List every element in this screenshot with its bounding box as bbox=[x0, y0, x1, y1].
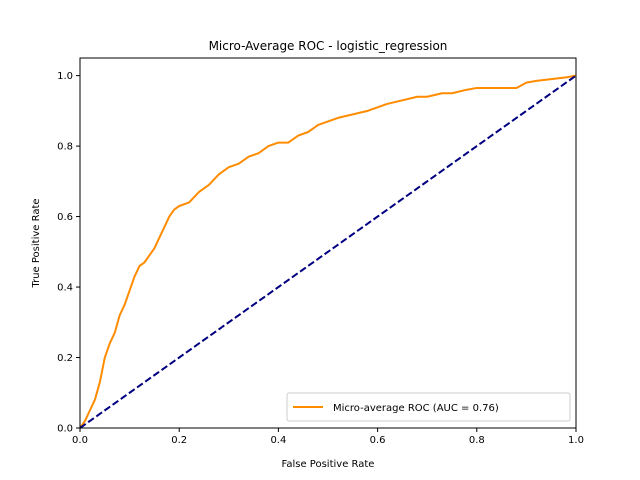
x-tick-label: 0.8 bbox=[469, 435, 485, 446]
x-tick-label: 1.0 bbox=[568, 435, 584, 446]
legend-box bbox=[286, 392, 571, 422]
x-tick-label: 0.4 bbox=[270, 435, 286, 446]
x-tick-label: 0.6 bbox=[370, 435, 386, 446]
chart-title: Micro-Average ROC - logistic_regression bbox=[209, 39, 448, 53]
legend-label-roc: Micro-average ROC (AUC = 0.76) bbox=[333, 403, 499, 414]
axis-ticks: 0.0 0.2 0.4 0.6 0.8 1.0 0.0 0.2 0.4 0.6 0.8 1.0 bbox=[57, 71, 584, 446]
axes-frame bbox=[79, 57, 577, 429]
y-tick-label: 0.2 bbox=[57, 353, 73, 364]
x-tick-label: 0.2 bbox=[171, 435, 187, 446]
y-tick-label: 0.8 bbox=[57, 142, 73, 153]
x-axis-label: False Positive Rate bbox=[282, 459, 375, 470]
y-tick-label: 1.0 bbox=[57, 71, 73, 82]
legend: Micro-average ROC (AUC = 0.76) bbox=[286, 392, 571, 422]
y-tick-label: 0.6 bbox=[57, 212, 73, 223]
y-tick-label: 0.0 bbox=[57, 424, 73, 435]
y-tick-label: 0.4 bbox=[57, 283, 73, 294]
y-axis-label: True Positive Rate bbox=[31, 198, 42, 288]
roc-curve-line bbox=[79, 74, 577, 429]
plot-area bbox=[79, 74, 577, 429]
x-tick-label: 0.0 bbox=[72, 435, 88, 446]
chance-diagonal-line bbox=[79, 74, 577, 429]
